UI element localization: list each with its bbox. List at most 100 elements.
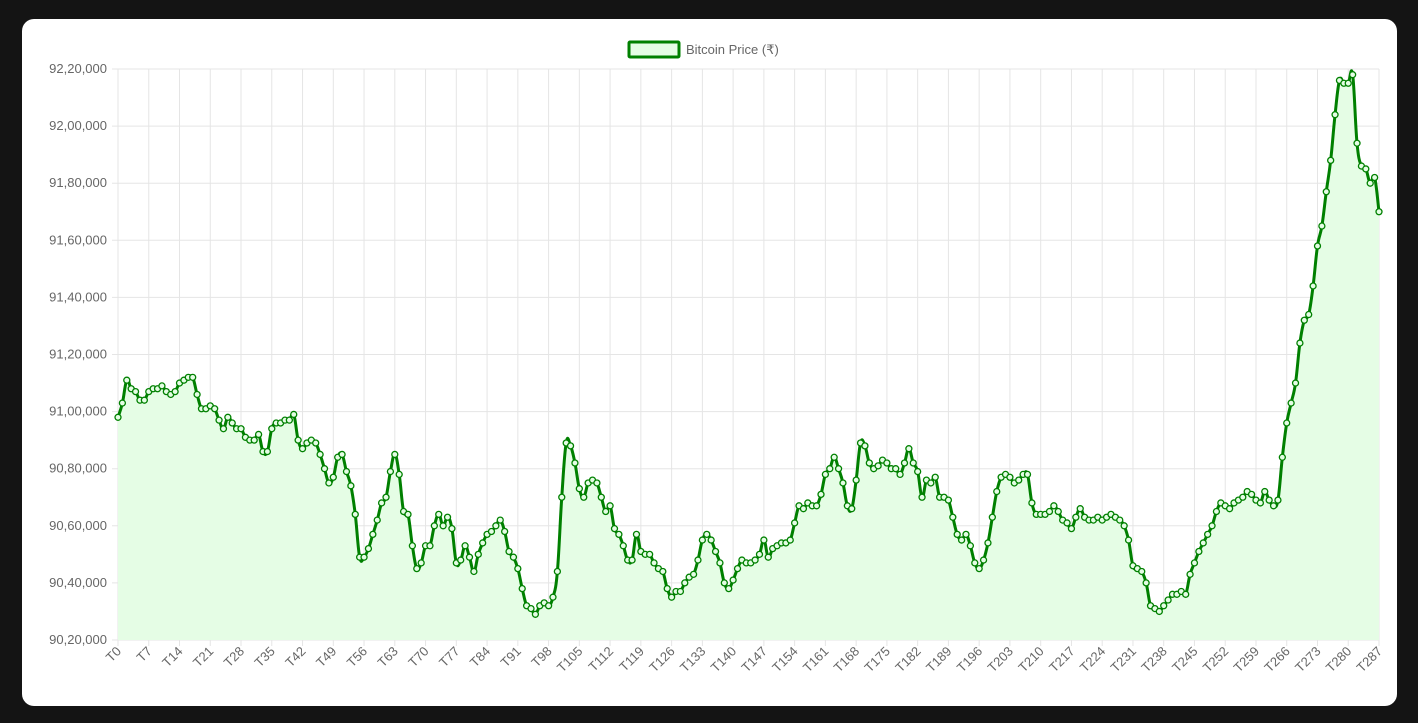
data-point[interactable] [1305, 310, 1313, 319]
data-point[interactable] [531, 610, 540, 618]
data-point[interactable] [566, 442, 575, 450]
data-point[interactable] [395, 470, 403, 479]
data-point[interactable] [514, 564, 522, 573]
data-point[interactable] [479, 539, 487, 547]
data-point[interactable] [250, 436, 258, 444]
data-point[interactable] [667, 593, 676, 601]
data-point[interactable] [1072, 513, 1080, 521]
data-point[interactable] [1370, 173, 1379, 182]
data-point[interactable] [927, 479, 935, 487]
data-point[interactable] [703, 530, 711, 539]
data-point[interactable] [404, 510, 412, 519]
data-point[interactable] [1076, 505, 1084, 513]
data-point[interactable] [443, 513, 452, 521]
data-point[interactable] [123, 376, 131, 384]
data-point[interactable] [1054, 507, 1062, 516]
data-point[interactable] [786, 536, 794, 544]
data-point[interactable] [1291, 379, 1300, 387]
data-point[interactable] [896, 470, 904, 479]
data-point[interactable] [830, 453, 838, 461]
data-point[interactable] [799, 505, 808, 513]
data-point[interactable] [298, 445, 307, 453]
data-point[interactable] [189, 373, 197, 381]
data-point[interactable] [931, 473, 939, 481]
data-point[interactable] [1239, 493, 1247, 501]
data-point[interactable] [817, 490, 825, 499]
data-point[interactable] [461, 542, 469, 550]
data-point[interactable] [1366, 179, 1374, 187]
data-point[interactable] [373, 516, 381, 524]
data-point[interactable] [962, 530, 970, 539]
data-point[interactable] [892, 465, 900, 473]
data-point[interactable] [1203, 530, 1212, 539]
data-point[interactable] [593, 479, 601, 487]
data-point[interactable] [211, 405, 219, 413]
data-point[interactable] [417, 559, 425, 567]
data-point[interactable] [505, 547, 513, 556]
data-point[interactable] [1300, 316, 1308, 324]
data-point[interactable] [294, 436, 302, 444]
data-point[interactable] [448, 524, 456, 533]
data-point[interactable] [544, 602, 553, 610]
data-point[interactable] [834, 465, 843, 473]
data-point[interactable] [118, 399, 127, 407]
data-point[interactable] [725, 584, 733, 593]
data-point[interactable] [215, 416, 223, 424]
data-point[interactable] [988, 513, 996, 521]
data-point[interactable] [131, 387, 140, 396]
data-point[interactable] [549, 593, 557, 601]
data-point[interactable] [707, 536, 715, 544]
data-point[interactable] [457, 556, 465, 564]
data-point[interactable] [760, 536, 768, 544]
data-point[interactable] [909, 459, 917, 467]
data-point[interactable] [413, 564, 421, 573]
data-point[interactable] [518, 584, 526, 593]
data-point[interactable] [320, 465, 329, 473]
data-point[interactable] [1283, 419, 1291, 427]
data-point[interactable] [439, 522, 447, 530]
data-point[interactable] [984, 539, 992, 547]
data-point[interactable] [509, 553, 518, 561]
data-point[interactable] [1186, 570, 1194, 578]
data-point[interactable] [1256, 499, 1265, 507]
data-point[interactable] [650, 559, 658, 567]
data-point[interactable] [918, 493, 926, 501]
data-point[interactable] [975, 564, 983, 573]
data-point[interactable] [228, 419, 236, 427]
data-point[interactable] [435, 510, 443, 519]
data-point[interactable] [470, 567, 478, 576]
data-point[interactable] [790, 519, 799, 527]
data-point[interactable] [1278, 453, 1286, 461]
data-point[interactable] [500, 527, 509, 536]
data-point[interactable] [944, 496, 953, 504]
data-point[interactable] [1331, 111, 1339, 119]
data-point[interactable] [1050, 502, 1058, 510]
data-point[interactable] [329, 473, 337, 481]
data-point[interactable] [1142, 579, 1150, 587]
data-point[interactable] [254, 430, 263, 439]
data-point[interactable] [914, 467, 922, 476]
data-point[interactable] [689, 570, 698, 578]
data-point[interactable] [1327, 156, 1335, 165]
data-point[interactable] [848, 505, 856, 513]
data-point[interactable] [615, 530, 623, 539]
data-point[interactable] [632, 530, 641, 539]
data-point[interactable] [1190, 559, 1199, 567]
data-point[interactable] [764, 553, 772, 561]
data-point[interactable] [140, 396, 149, 404]
data-point[interactable] [1199, 539, 1207, 547]
data-point[interactable] [465, 553, 474, 561]
data-point[interactable] [993, 487, 1001, 496]
data-point[interactable] [1155, 607, 1163, 616]
data-point[interactable] [681, 579, 689, 587]
data-point[interactable] [971, 559, 979, 567]
data-point[interactable] [338, 450, 346, 459]
data-point[interactable] [1120, 522, 1128, 530]
data-point[interactable] [1322, 188, 1330, 196]
data-point[interactable] [386, 467, 395, 476]
data-point[interactable] [1015, 476, 1023, 484]
data-point[interactable] [342, 467, 351, 476]
data-point[interactable] [645, 550, 654, 558]
data-point[interactable] [527, 604, 535, 613]
data-point[interactable] [496, 516, 504, 524]
